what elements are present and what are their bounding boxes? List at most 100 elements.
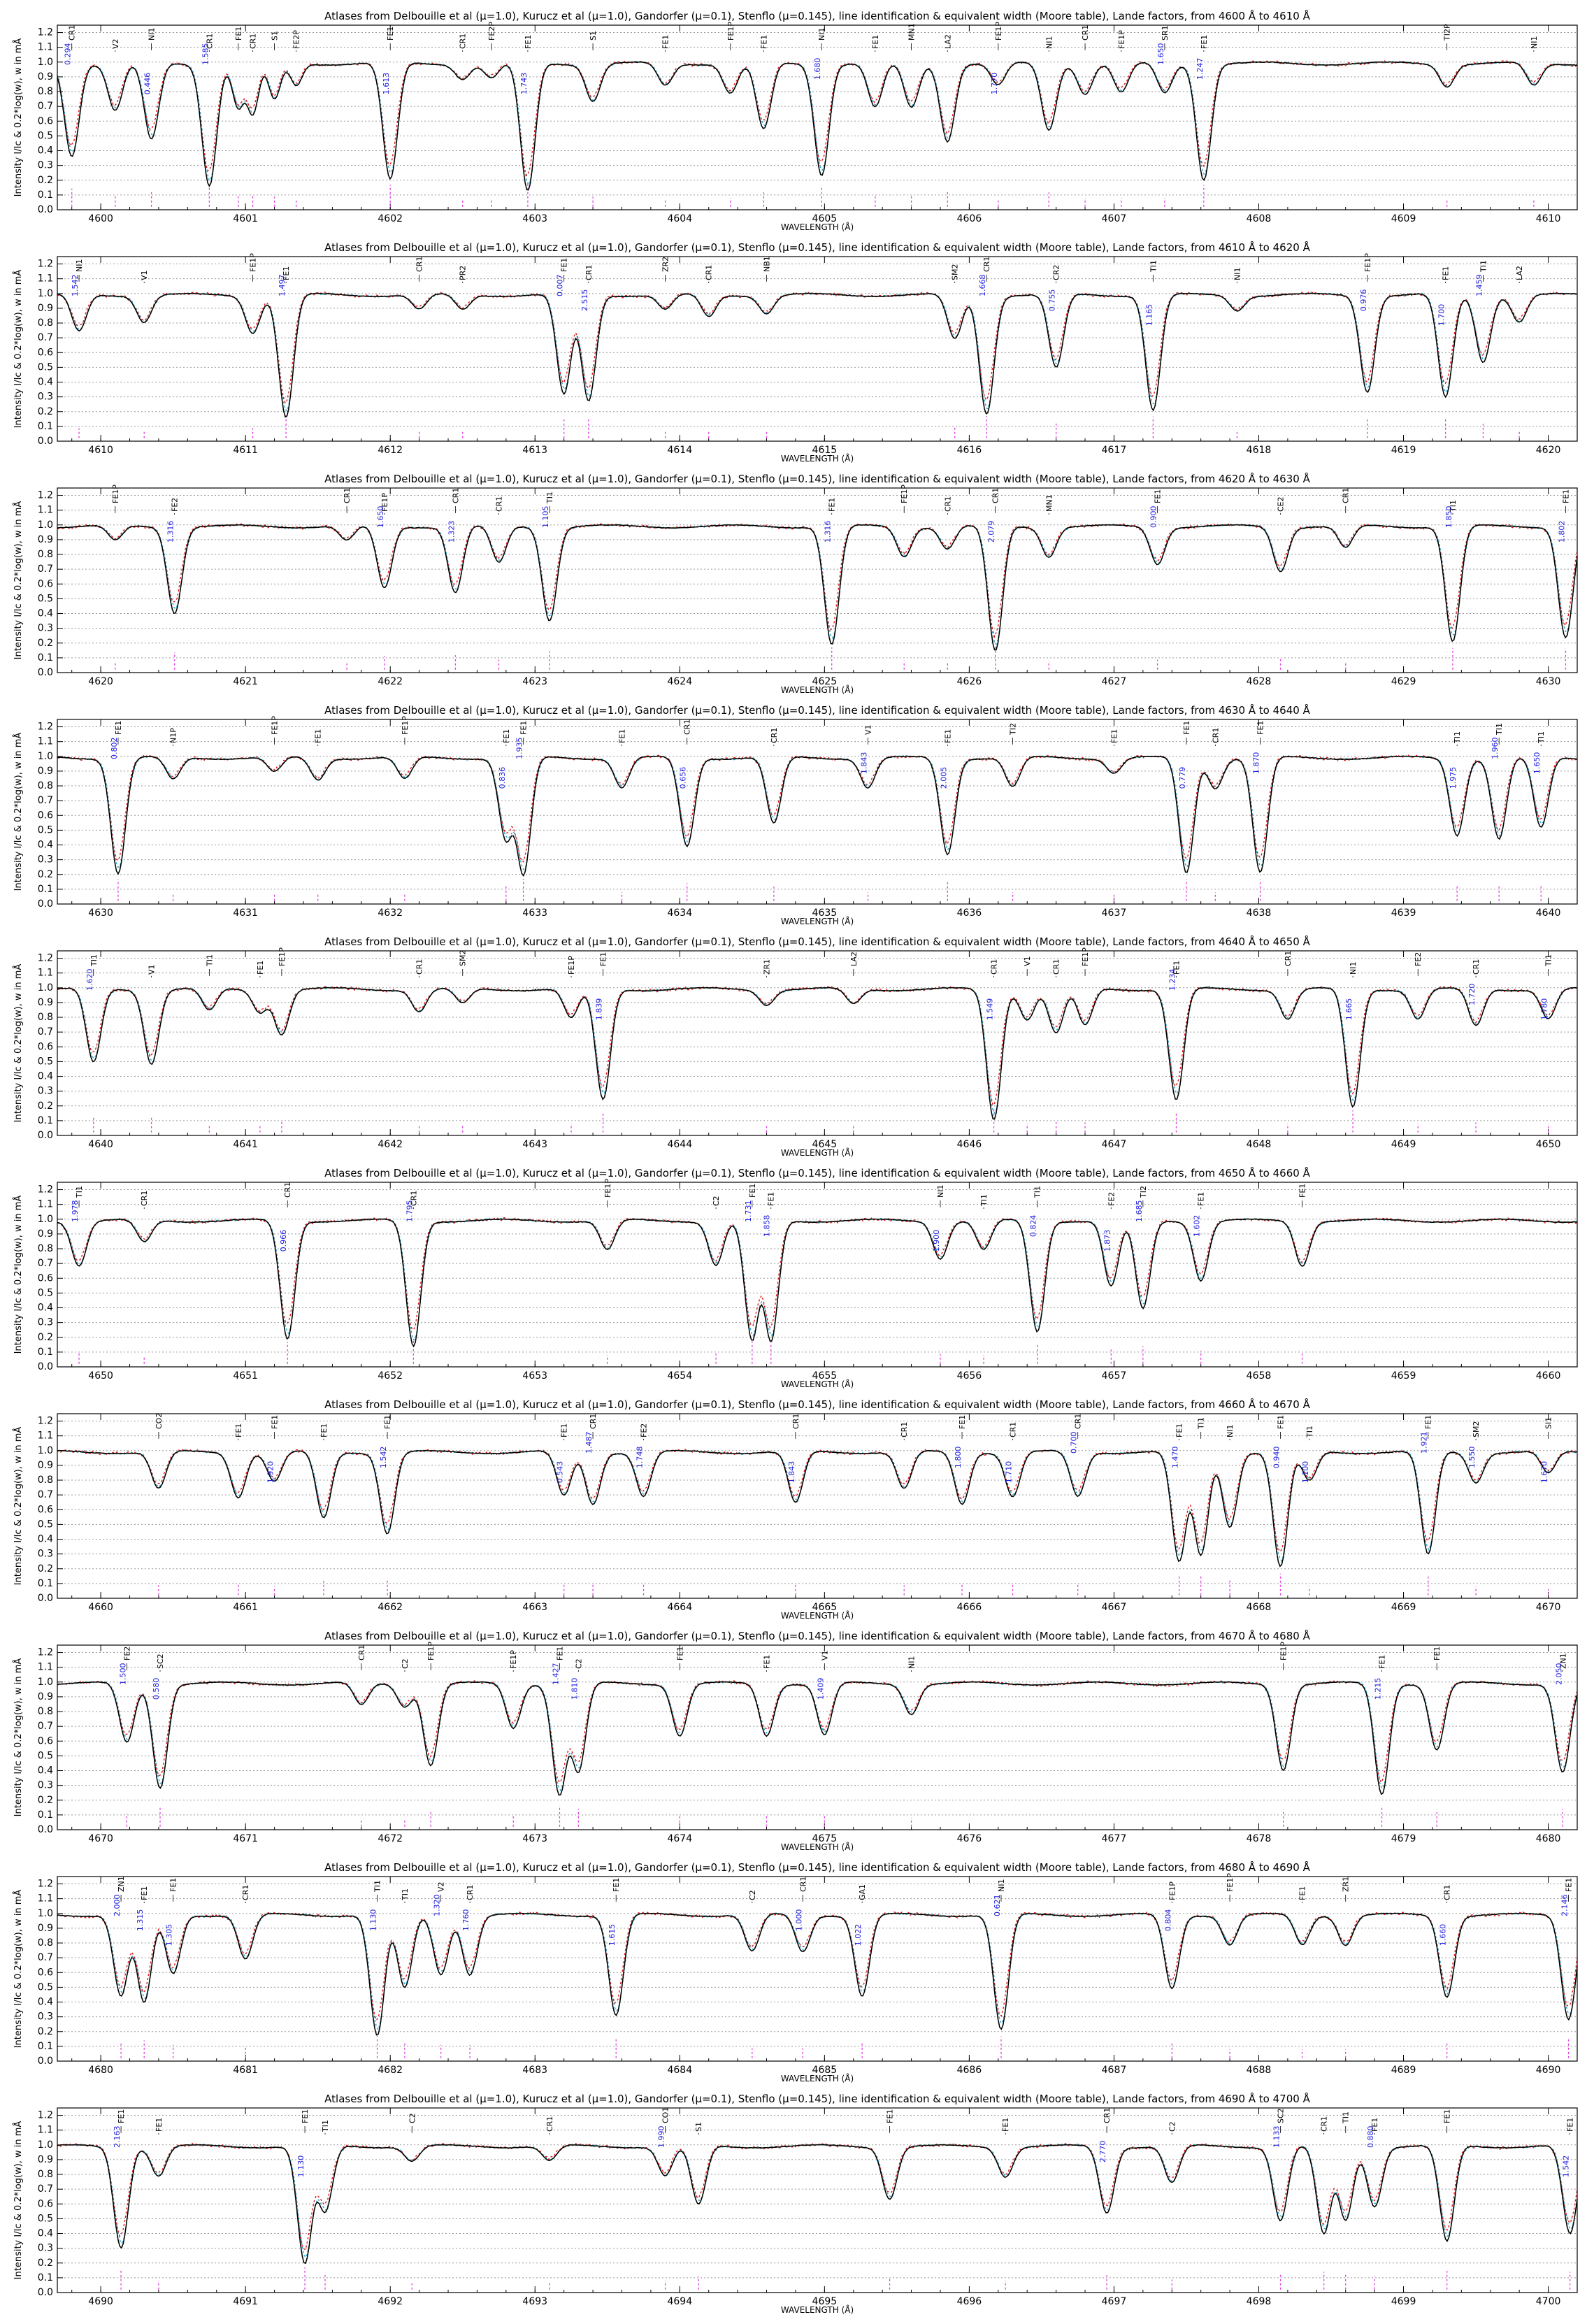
equivalent-width-label: 1.316 [824,521,833,543]
line-id-label: CR1 [357,1645,366,1660]
line-id-label: FE1 [560,258,569,272]
y-tick-label: 0.9 [38,71,53,83]
y-tick-label: 0.1 [38,1578,53,1589]
x-tick-label: 4693 [522,2296,547,2307]
y-tick-label: 0.9 [38,1460,53,1471]
y-tick-label: 0.0 [38,667,53,678]
line-id-label: CR1 [545,2116,554,2132]
y-tick-label: 0.9 [38,1923,53,1934]
y-tick-label: 0.0 [38,1824,53,1835]
x-tick-label: 4640 [88,1139,113,1150]
line-id-label: NB1 [763,256,772,272]
line-id-label: FE1P [900,485,909,503]
series-delbouille [57,2144,1578,2265]
y-tick-label: 0.0 [38,2056,53,2067]
equivalent-width-label: 1.668 [978,275,987,297]
line-id-label: NI1 [907,1656,917,1669]
equivalent-width-label: 2.000 [113,1895,122,1917]
y-tick-label: 0.0 [38,1130,53,1141]
plot-frame [57,2107,1578,2293]
equivalent-width-label: 0.940 [1272,1447,1281,1469]
line-id-label: LA2 [1515,266,1524,280]
x-tick-label: 4697 [1102,2296,1127,2307]
y-tick-label: 1.1 [38,505,53,516]
line-id-label: FE1 [1443,2109,1452,2123]
x-tick-label: 4692 [378,2296,403,2307]
y-tick-label: 0.6 [38,347,53,358]
line-id-label: ZN1 [1558,1653,1567,1669]
line-id-label: FE1 [1172,961,1181,975]
y-tick-label: 1.1 [38,1199,53,1210]
series-delbouille [57,292,1578,418]
line-id-label: V2 [111,38,120,49]
y-tick-label: 0.9 [38,1228,53,1240]
x-tick-label: 4666 [957,1602,982,1613]
series-delbouille [57,61,1578,191]
line-id-label: CR1 [705,265,714,280]
equivalent-width-label: 1.542 [71,275,80,297]
equivalent-width-label: 0.966 [279,1230,288,1252]
equivalent-width-label: 1.613 [382,73,391,95]
spectrum-panel: Atlases from Delbouille et al (μ=1.0), K… [13,935,1578,1158]
x-tick-label: 4674 [667,1833,692,1844]
y-tick-label: 0.5 [38,1519,53,1530]
equivalent-width-label: 0.621 [993,1895,1002,1917]
line-id-label: FE1 [675,1647,684,1660]
x-tick-label: 4612 [378,445,403,456]
x-tick-label: 4654 [667,1370,692,1382]
y-tick-label: 0.1 [38,1809,53,1821]
equivalent-width-label: 1.542 [379,1447,388,1469]
y-tick-label: 0.1 [38,652,53,664]
line-id-label: SM2 [951,264,960,280]
line-id-label: C2 [748,1890,757,1900]
line-id-label: CR1 [982,257,991,272]
y-tick-label: 0.7 [38,1489,53,1500]
line-id-label: FE1P [1226,1873,1235,1892]
y-axis-label: Intensity I/Ic & 0.2*log(w), w in mÅ [13,733,24,891]
line-id-label: N1P [169,728,178,743]
equivalent-width-label: 0.656 [679,767,688,789]
y-tick-label: 0.3 [38,392,53,403]
line-id-label: FE1 [763,1655,772,1669]
x-tick-label: 4650 [1536,1139,1561,1150]
line-id-label: FE1P [1363,253,1372,272]
series-gandorfer [57,1217,1578,1330]
equivalent-width-label: 1.130 [296,2156,306,2178]
y-axis-label: Intensity I/Ic & 0.2*log(w), w in mÅ [13,1890,24,2049]
y-tick-label: 0.2 [38,406,53,417]
line-id-label: FE1 [661,35,670,49]
x-tick-label: 4634 [667,908,692,919]
y-tick-label: 1.1 [38,736,53,747]
line-id-label: FE1 [617,729,626,743]
line-id-label: FE1 [1433,1647,1442,1660]
equivalent-width-label: 1.935 [515,738,524,760]
y-tick-label: 0.1 [38,189,53,201]
x-tick-label: 4672 [378,1833,403,1844]
line-id-label: ZR1 [763,959,772,975]
x-tick-label: 4681 [233,2065,258,2076]
equivalent-width-label: 0.976 [1359,289,1368,312]
equivalent-width-label: 0.900 [1149,506,1158,529]
line-id-label: FE1 [767,1192,776,1206]
line-id-label: FE1 [386,27,395,41]
y-tick-label: 0.5 [38,1981,53,1993]
line-id-label: FE1 [155,2118,164,2132]
line-id-label: CR2 [1052,265,1061,280]
line-id-label: CR1 [466,1885,475,1900]
y-tick-label: 0.7 [38,1026,53,1038]
line-id-label: CR1 [68,25,77,41]
y-tick-label: 0.8 [38,780,53,791]
x-tick-label: 4601 [233,213,258,224]
y-tick-label: 0.2 [38,638,53,649]
x-tick-label: 4622 [378,676,403,687]
line-id-label: FE1P [1168,1881,1177,1900]
y-tick-label: 1.2 [38,1647,53,1658]
line-id-label: NI1 [148,28,157,41]
y-tick-label: 0.6 [38,810,53,821]
line-id-label: ZR1 [1342,1877,1351,1892]
y-tick-label: 0.2 [38,175,53,186]
line-id-label: CR1 [494,496,503,512]
x-tick-label: 4700 [1536,2296,1561,2307]
line-id-label: TI1 [373,1880,382,1893]
